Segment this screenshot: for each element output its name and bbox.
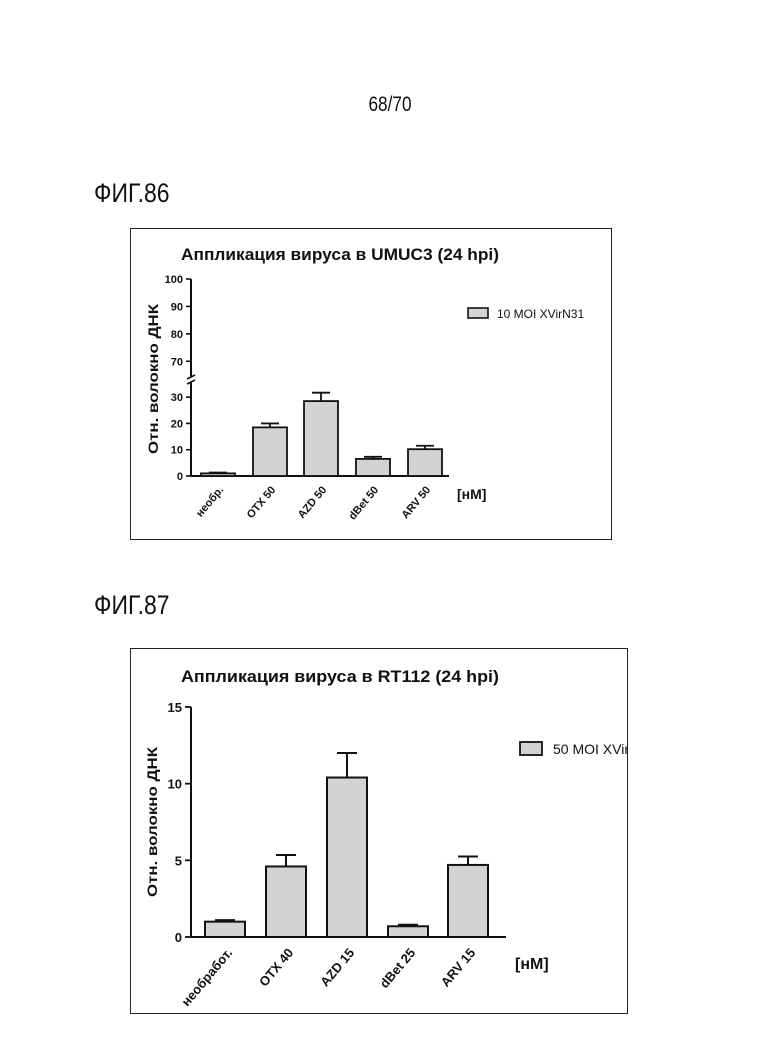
chart-title: Аппликация вируса в UMUC3 (24 hpi) [181, 245, 499, 264]
y-tick-label: 10 [171, 445, 183, 457]
legend-label: 50 MOI XVirN31 [553, 741, 627, 757]
chart-umuc3: Аппликация вируса в UMUC3 (24 hpi) Отн. в… [131, 229, 611, 539]
x-tick-label: AZD 15 [317, 945, 357, 989]
chart-title: Аппликация вируса в RT112 (24 hpi) [181, 667, 499, 686]
x-tick-label: dBet 25 [377, 945, 419, 991]
y-tick-label: 70 [171, 356, 183, 368]
bar [201, 473, 235, 476]
x-tick-label: OTX 50 [245, 484, 279, 521]
x-tick-label: ARV 50 [399, 484, 433, 521]
bar [448, 865, 488, 937]
y-tick-label: 10 [168, 777, 182, 792]
unit-label: [нМ] [457, 486, 486, 502]
y-tick-label: 100 [165, 274, 183, 286]
legend-swatch [468, 308, 488, 318]
y-tick-label: 5 [175, 853, 182, 868]
chart-umuc3-frame: Аппликация вируса в UMUC3 (24 hpi) Отн. в… [130, 228, 612, 540]
figure-label-87: ФИГ.87 [94, 590, 169, 621]
x-tick-label: ARV 15 [438, 945, 479, 989]
bar [356, 459, 390, 476]
y-tick-label: 30 [171, 392, 183, 404]
legend-swatch [520, 742, 542, 755]
page-number: 68/70 [70, 93, 710, 117]
legend-label: 10 MOI XVirN31 [497, 307, 584, 321]
y-tick-label: 90 [171, 301, 183, 313]
y-axis-label: Отн. волокно ДНК [145, 303, 161, 454]
x-tick-label: необр. [194, 484, 226, 519]
bar [327, 778, 367, 937]
y-tick-label: 20 [171, 418, 183, 430]
bar [266, 866, 306, 937]
x-tick-label: необработ. [178, 945, 235, 1009]
bar [253, 427, 287, 476]
x-tick-label: dBet 50 [347, 484, 382, 522]
x-tick-label: AZD 50 [296, 484, 330, 521]
x-tick-label: OTX 40 [256, 945, 296, 989]
chart-rt112: Аппликация вируса в RT112 (24 hpi) Отн. в… [131, 649, 627, 1013]
bar [205, 922, 245, 937]
chart-rt112-frame: Аппликация вируса в RT112 (24 hpi) Отн. в… [130, 648, 628, 1014]
y-tick-label: 0 [175, 930, 182, 945]
y-tick-label: 15 [168, 700, 182, 715]
bar [304, 401, 338, 476]
y-tick-label: 80 [171, 329, 183, 341]
bar [408, 449, 442, 476]
bar [388, 926, 428, 937]
unit-label: [нМ] [515, 956, 549, 973]
y-axis-label: Отн. волокно ДНК [144, 746, 160, 897]
y-tick-label: 0 [177, 471, 183, 483]
figure-label-86: ФИГ.86 [94, 178, 169, 209]
